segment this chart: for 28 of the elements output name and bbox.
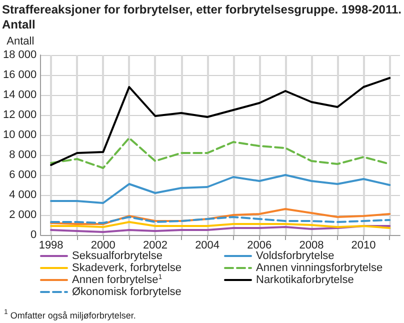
x-tick-label: 2010: [351, 240, 376, 252]
y-tick-label: 0: [30, 229, 37, 241]
x-tick-label: 2006: [247, 240, 272, 252]
legend-label: Skadeverk, forbrytelse: [72, 262, 182, 274]
y-tick-label: 16 000: [2, 69, 37, 81]
legend-label: Voldsforbrytelse: [256, 250, 334, 262]
x-tick-label: 2002: [142, 240, 168, 252]
y-tick-label: 14 000: [2, 89, 37, 101]
x-tick-label: 2000: [90, 240, 116, 252]
y-tick-label: 2 000: [9, 209, 37, 221]
y-tick-label: 8 000: [9, 149, 37, 161]
legend-label: Seksualforbrytelse: [72, 250, 162, 262]
y-tick-label: 12 000: [2, 109, 37, 121]
line-series: [50, 174, 391, 204]
x-tick-label: 2004: [195, 240, 220, 252]
line-series: [50, 208, 391, 225]
y-axis-title: Antall: [6, 36, 34, 48]
y-tick-label: 6 000: [9, 169, 37, 181]
legend-label: Økonomisk forbrytelse: [72, 286, 182, 298]
y-tick-label: 10 000: [2, 129, 37, 141]
chart-title: Straffereaksjoner for forbrytelser, etter forbrytelsesgruppe. 1998-2011. Antall: [2, 2, 402, 32]
legend-label: Narkotikaforbrytelse: [256, 274, 354, 286]
x-tick-label: 2008: [299, 240, 324, 252]
y-tick-label: 18 000: [2, 49, 37, 61]
y-tick-label: 4 000: [9, 189, 37, 201]
legend-label: Annen vinningsforbrytelse: [256, 262, 383, 274]
x-tick-label: 1998: [38, 240, 64, 252]
line-series: [50, 77, 391, 166]
